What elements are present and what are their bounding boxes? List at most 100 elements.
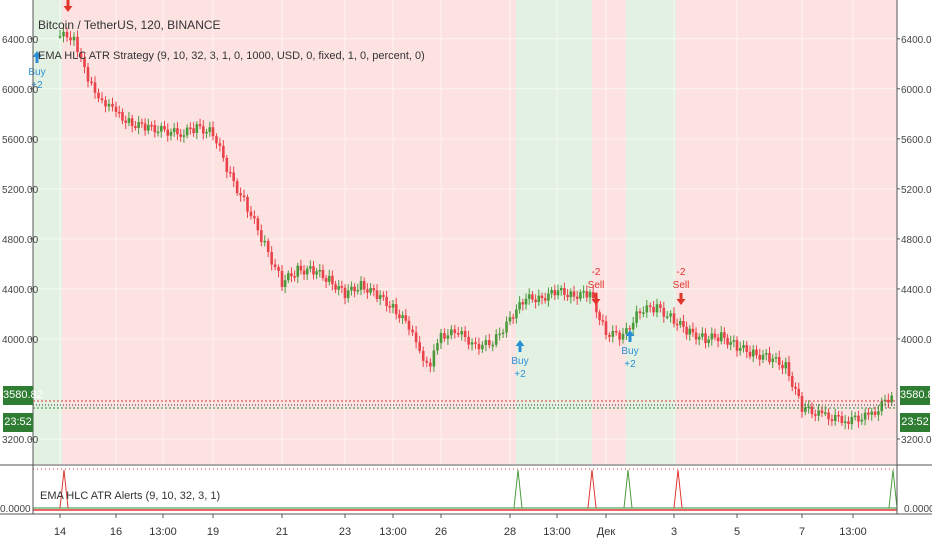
candle-body — [235, 181, 239, 194]
candle-body — [672, 313, 676, 324]
sell-arrow-icon — [63, 0, 73, 12]
candle-body — [130, 118, 134, 127]
candle-body — [401, 315, 404, 319]
alert-spike — [587, 469, 597, 509]
candle-body — [501, 332, 505, 334]
candle-body — [382, 295, 385, 297]
candle-body — [877, 411, 880, 415]
price-tick-left: 4800.00 — [2, 235, 39, 246]
candle-body — [830, 419, 834, 421]
candle-body — [150, 124, 153, 127]
signal-label: Buy — [511, 356, 528, 367]
candle-body — [569, 291, 573, 298]
candle-body — [751, 349, 755, 357]
candle-body — [346, 290, 350, 299]
candle-body — [638, 311, 642, 314]
candle-body — [460, 330, 463, 335]
buy-arrow-icon — [515, 340, 525, 352]
candle-body — [719, 332, 723, 342]
candle-body — [477, 343, 481, 350]
candle-body — [114, 106, 118, 112]
candle-body — [598, 312, 601, 321]
price-tick-left: 6000.00 — [2, 85, 39, 96]
candle-body — [860, 419, 864, 422]
signal-buy: Buy +2 — [621, 330, 639, 370]
candle-body — [537, 295, 541, 303]
candle-body — [833, 414, 837, 421]
candle-body — [704, 333, 707, 344]
candle-body — [797, 388, 801, 397]
candle-body — [218, 143, 222, 146]
signal-sell: -2 Sell — [588, 267, 604, 305]
candle-body — [768, 353, 771, 363]
candle-body — [249, 211, 253, 217]
candle-body — [707, 339, 710, 344]
candle-body — [697, 336, 701, 340]
trend-band-long — [516, 0, 592, 464]
candle-body — [222, 145, 225, 158]
time-label: 3 — [671, 526, 677, 538]
candle-body — [453, 329, 457, 334]
price-tick-right: 3200.00 — [901, 435, 932, 446]
candle-body — [343, 287, 347, 299]
candle-body — [117, 111, 121, 114]
candle-body — [827, 412, 830, 420]
indicator-tick-left: 0.0000 — [0, 504, 31, 515]
candle-body — [299, 265, 303, 271]
candle-body — [205, 131, 208, 134]
candle-body — [774, 357, 778, 359]
price-reference-lines — [33, 400, 897, 409]
candle-body — [491, 344, 495, 347]
candle-body — [140, 122, 144, 124]
price-tick-left: 5600.00 — [2, 135, 39, 146]
candle-body — [372, 288, 376, 291]
candle-body — [353, 286, 356, 292]
candle-body — [853, 415, 857, 418]
candle-body — [873, 411, 877, 415]
candle-body — [62, 31, 65, 37]
candle-body — [470, 342, 474, 345]
candle-body — [277, 267, 280, 271]
candle-body — [527, 294, 531, 299]
alerts-legend[interactable]: EMA HLC ATR Alerts (9, 10, 32, 3, 1) — [40, 490, 221, 502]
candle-body — [404, 315, 408, 321]
time-label: 14 — [54, 526, 66, 538]
candle-body — [273, 264, 277, 268]
candle-body — [694, 332, 698, 340]
time-label: 7 — [799, 526, 805, 538]
candle-body — [572, 291, 576, 297]
candle-body — [794, 386, 797, 389]
candle-body — [608, 334, 611, 337]
candle-body — [425, 360, 429, 363]
candle-body — [614, 330, 618, 333]
candle-body — [111, 103, 114, 107]
candle-body — [124, 120, 127, 123]
candle-body — [456, 333, 460, 335]
candle-body — [559, 288, 563, 291]
candle-body — [315, 271, 318, 275]
candle-body — [293, 276, 296, 278]
candle-body — [296, 265, 300, 277]
candle-body — [540, 295, 544, 299]
candle-body — [337, 286, 340, 290]
candle-body — [198, 124, 202, 127]
strategy-legend[interactable]: EMA HLC ATR Strategy (9, 10, 32, 3, 1, 0… — [38, 50, 425, 62]
time-label: Дек — [597, 526, 616, 538]
candle-body — [242, 195, 246, 198]
candle-body — [810, 406, 814, 415]
candle-body — [550, 290, 553, 294]
price-tick-left: 5200.00 — [2, 185, 39, 196]
symbol-title[interactable]: Bitcoin / TetherUS, 120, BINANCE — [38, 18, 221, 32]
candle-body — [166, 129, 170, 136]
candle-body — [488, 340, 491, 346]
candle-body — [837, 414, 840, 417]
candle-body — [97, 92, 100, 99]
signal-qty: +2 — [514, 369, 526, 380]
candle-body — [618, 332, 621, 340]
trend-background — [33, 0, 897, 464]
candle-body — [518, 302, 521, 310]
candle-body — [748, 352, 752, 357]
candle-body — [256, 218, 260, 231]
